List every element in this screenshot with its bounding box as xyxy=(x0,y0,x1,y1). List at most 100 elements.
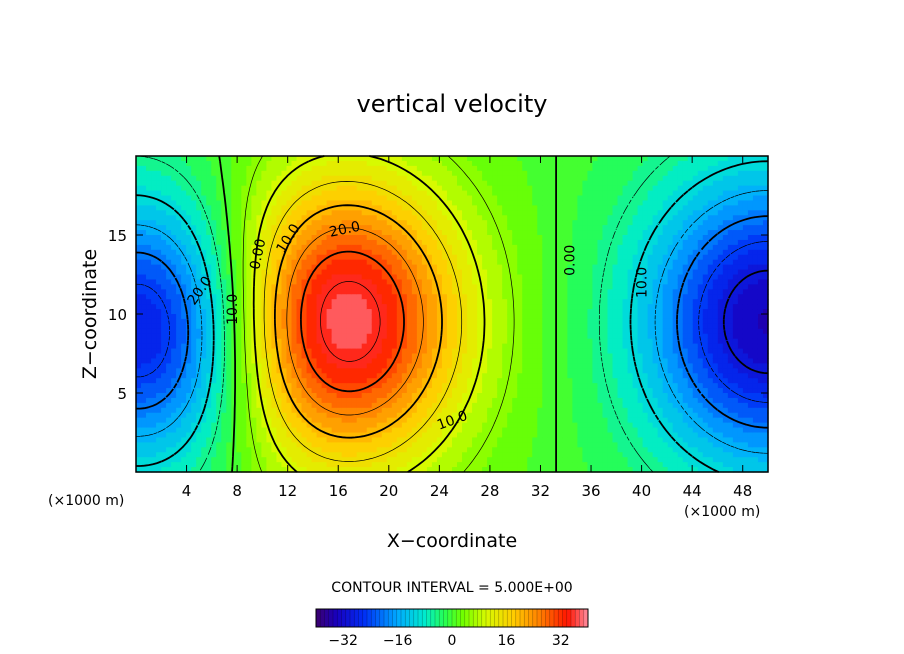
field-cell xyxy=(301,299,308,305)
field-cell xyxy=(452,388,458,394)
field-cell xyxy=(346,175,353,182)
field-cell xyxy=(291,397,298,404)
field-cell xyxy=(236,289,242,295)
field-cell xyxy=(452,156,458,162)
field-cell xyxy=(171,358,177,364)
field-cell xyxy=(141,269,147,276)
field-cell xyxy=(452,259,458,266)
field-cell xyxy=(286,235,293,241)
field-cell xyxy=(331,393,338,399)
field-cell xyxy=(346,462,353,468)
field-cell xyxy=(401,407,408,414)
field-cell xyxy=(236,407,242,414)
field-cell xyxy=(396,244,403,251)
field-cell xyxy=(452,274,458,281)
field-cell xyxy=(236,284,242,290)
field-cell xyxy=(366,412,373,419)
field-cell xyxy=(291,368,298,374)
field-cell xyxy=(376,205,383,211)
field-cell xyxy=(517,437,523,443)
field-cell xyxy=(426,244,433,251)
field-cell xyxy=(507,353,513,360)
field-cell xyxy=(371,264,378,271)
field-cell xyxy=(421,373,428,379)
field-cell xyxy=(381,318,388,325)
field-cell xyxy=(161,318,167,325)
field-cell xyxy=(336,195,343,202)
field-cell xyxy=(186,314,192,320)
field-cell xyxy=(492,407,498,414)
field-cell xyxy=(136,220,142,226)
field-cell xyxy=(361,170,368,177)
field-cell xyxy=(226,249,232,256)
field-cell xyxy=(321,200,328,206)
field-cell xyxy=(381,432,388,439)
field-cell xyxy=(316,185,323,192)
field-cell xyxy=(306,230,313,236)
field-cell xyxy=(216,274,222,281)
field-cell xyxy=(216,165,222,172)
field-cell xyxy=(472,417,478,424)
field-cell xyxy=(146,437,152,443)
field-cell xyxy=(136,343,142,350)
field-cell xyxy=(366,264,373,271)
field-cell xyxy=(512,274,518,281)
field-cell xyxy=(326,215,333,221)
field-cell xyxy=(271,170,278,177)
field-cell xyxy=(171,304,177,310)
field-cell xyxy=(171,397,177,404)
field-cell xyxy=(266,264,273,271)
field-cell xyxy=(136,363,142,369)
field-cell xyxy=(366,388,373,394)
field-cell xyxy=(477,383,483,389)
field-cell xyxy=(361,210,368,216)
field-cell xyxy=(291,407,298,414)
field-cell xyxy=(517,412,523,419)
field-cell xyxy=(446,156,453,162)
field-cell xyxy=(321,249,328,256)
field-cell xyxy=(416,170,423,177)
field-cell xyxy=(206,437,212,443)
field-cell xyxy=(336,175,343,182)
field-cell xyxy=(306,452,313,458)
field-cell xyxy=(291,462,298,468)
field-cell xyxy=(261,239,268,246)
field-cell xyxy=(346,378,353,384)
field-cell xyxy=(291,314,298,320)
field-cell xyxy=(146,309,152,315)
field-cell xyxy=(446,210,453,216)
field-cell xyxy=(166,299,172,305)
field-cell xyxy=(156,353,162,360)
field-cell xyxy=(181,185,187,192)
field-cell xyxy=(477,432,483,439)
field-cell xyxy=(331,259,338,266)
field-cell xyxy=(361,378,368,384)
field-cell xyxy=(502,170,508,177)
field-cell xyxy=(211,249,217,256)
field-cell xyxy=(346,200,353,206)
field-cell xyxy=(206,170,212,177)
field-cell xyxy=(311,417,318,424)
field-cell xyxy=(241,274,247,281)
field-cell xyxy=(467,437,473,443)
field-cell xyxy=(411,205,418,211)
field-cell xyxy=(482,254,488,261)
field-cell xyxy=(502,210,508,216)
field-cell xyxy=(211,393,217,399)
field-cell xyxy=(381,393,388,399)
field-cell xyxy=(361,358,368,364)
field-cell xyxy=(416,230,423,236)
field-cell xyxy=(221,343,227,350)
field-cell xyxy=(186,348,192,355)
field-cell xyxy=(441,467,448,473)
field-cell xyxy=(206,175,212,182)
field-cell xyxy=(386,190,393,197)
field-cell xyxy=(261,269,268,276)
field-cell xyxy=(477,333,483,340)
field-cell xyxy=(166,165,172,172)
field-cell xyxy=(411,230,418,236)
field-cell xyxy=(487,269,493,276)
field-cell xyxy=(261,244,268,251)
field-cell xyxy=(336,160,343,167)
field-cell xyxy=(386,220,393,226)
